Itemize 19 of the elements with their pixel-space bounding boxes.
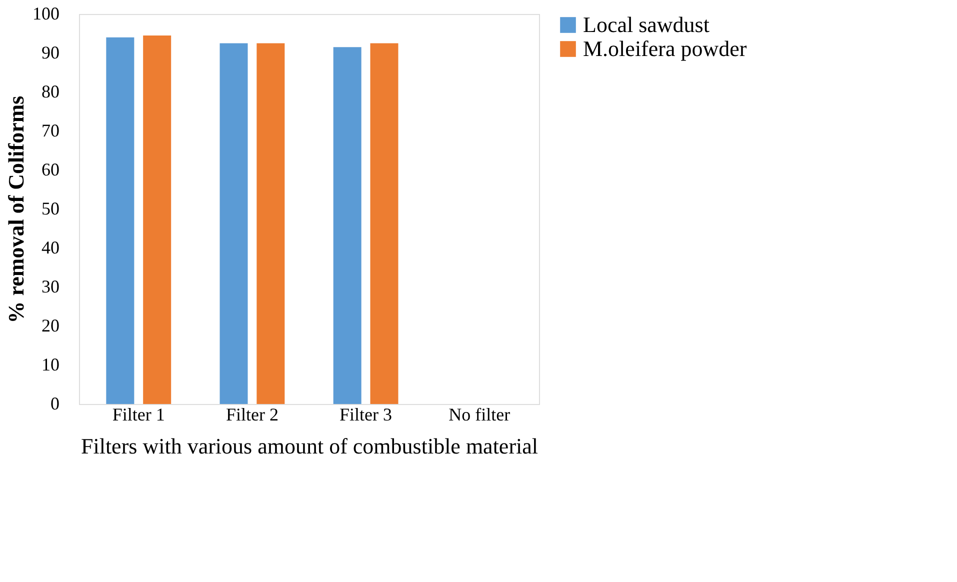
y-tick-label: 20 <box>42 316 60 336</box>
x-axis-title: Filters with various amount of combustible material <box>80 434 538 458</box>
legend-label: Local sawdust <box>583 12 710 37</box>
y-tick-label: 60 <box>42 160 60 180</box>
x-tick-label: Filter 3 <box>340 404 392 424</box>
y-tick-label: 30 <box>42 276 60 296</box>
x-tick-label: Filter 2 <box>226 404 278 424</box>
x-tick-label: No filter <box>448 404 510 424</box>
y-tick-label: 10 <box>42 354 60 374</box>
y-tick-label: 70 <box>42 120 60 140</box>
y-tick-label: 100 <box>32 4 60 24</box>
y-axis-title: % removal of Coliforms <box>4 95 28 324</box>
x-tick-label: Filter 1 <box>112 404 165 424</box>
y-tick-label: 90 <box>42 42 60 62</box>
legend-label: M.oleifera powder <box>583 36 748 61</box>
y-tick-label: 40 <box>42 238 60 258</box>
y-tick-label: 80 <box>42 82 60 102</box>
y-tick-label: 0 <box>50 394 60 414</box>
y-tick-label: 50 <box>42 198 60 218</box>
